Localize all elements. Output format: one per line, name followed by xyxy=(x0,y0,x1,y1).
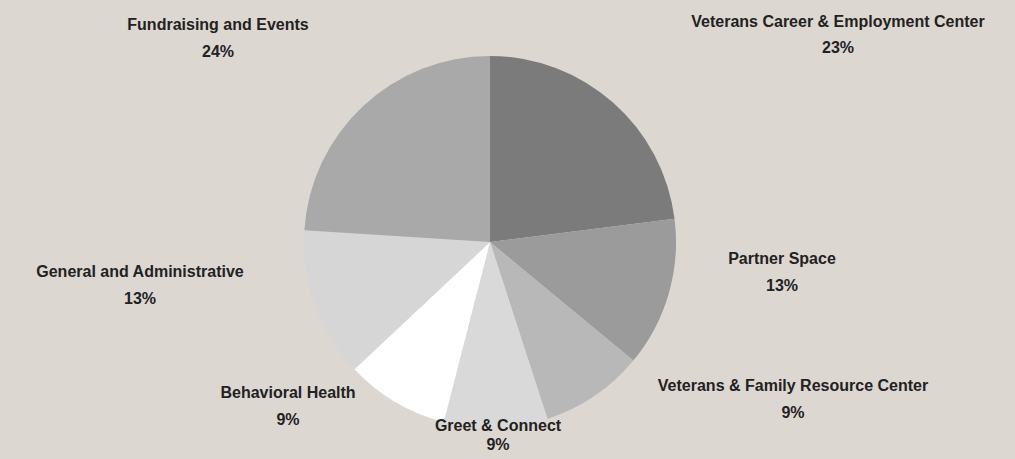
slice-label: Partner Space xyxy=(728,250,836,267)
slice-value-label: 24% xyxy=(202,43,234,60)
chart: Veterans Career & Employment Center 23% Pa… xyxy=(0,0,1015,459)
slice-value-label: 9% xyxy=(276,411,299,428)
slice-label: Fundraising and Events xyxy=(127,16,308,33)
background xyxy=(0,0,1015,459)
pie xyxy=(304,56,676,428)
slice-value-label: 9% xyxy=(781,404,804,421)
slice-value-label: 23% xyxy=(822,39,854,56)
labels: Veterans Career & Employment Center 23% Pa… xyxy=(36,13,984,453)
slice-value-label: 13% xyxy=(766,277,798,294)
slice-label: Behavioral Health xyxy=(220,384,355,401)
slice-label: Veterans Career & Employment Center xyxy=(691,13,984,30)
pie-slice xyxy=(490,56,675,242)
slice-label: Greet & Connect xyxy=(435,417,562,434)
slice-value-label: 9% xyxy=(486,436,509,453)
slice-label: Veterans & Family Resource Center xyxy=(658,377,928,394)
pie-slice xyxy=(304,230,490,369)
slice-label: General and Administrative xyxy=(36,263,244,280)
pie-slice xyxy=(304,56,490,242)
slice-value-label: 13% xyxy=(124,290,156,307)
